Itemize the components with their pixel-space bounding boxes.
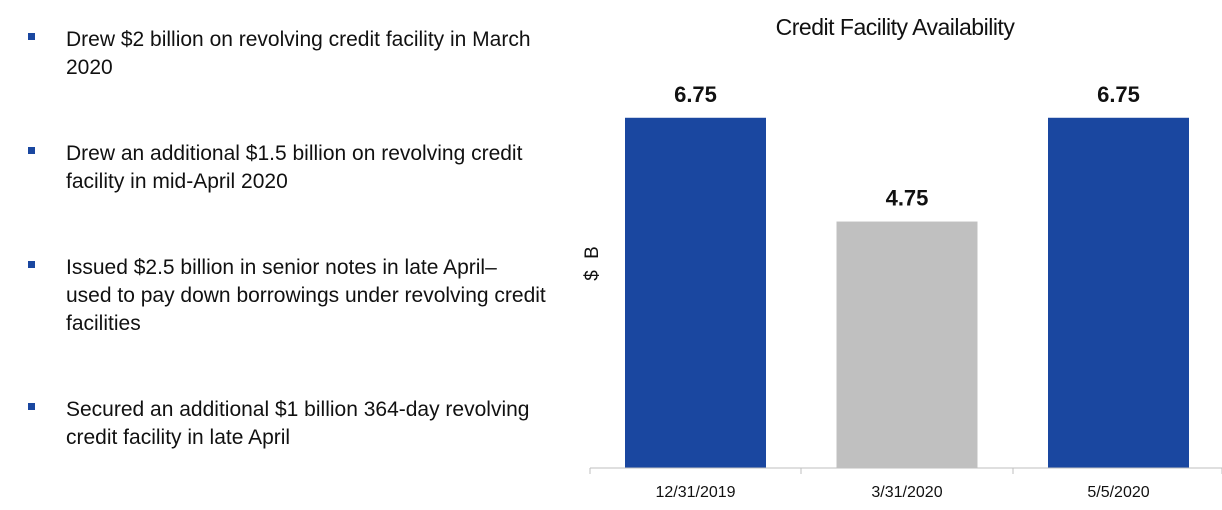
bullet-square-icon [28, 403, 35, 410]
x-tick-label-2: 3/31/2020 [871, 484, 942, 501]
x-tick-label-1: 12/31/2019 [655, 484, 735, 501]
bar-value-label-1: 6.75 [674, 82, 717, 107]
bullet-text: Secured an additional $1 billion 364-day… [66, 398, 530, 449]
chart-title: Credit Facility Availability [776, 14, 1016, 40]
bullet-square-icon [28, 147, 35, 154]
bar-value-label-3: 6.75 [1097, 82, 1140, 107]
bar-1 [625, 117, 766, 469]
bar-value-label-2: 4.75 [886, 186, 929, 211]
y-axis-label: $ B [582, 243, 603, 281]
bullet-square-icon [28, 261, 35, 268]
bar-series: 6.75 4.75 6.75 [625, 82, 1189, 469]
bullet-text: Drew an additional $1.5 billion on revol… [66, 142, 523, 193]
bullet-text: Drew $2 billion on revolving credit faci… [66, 28, 531, 79]
bar-2 [836, 221, 978, 468]
bullet-square-icon [28, 33, 35, 40]
x-axis-ticks: 12/31/2019 3/31/2020 5/5/2020 [589, 468, 1222, 501]
x-tick-label-3: 5/5/2020 [1087, 484, 1149, 501]
bullet-text: Issued $2.5 billion in senior notes in l… [66, 256, 546, 335]
bar-3 [1048, 117, 1189, 469]
